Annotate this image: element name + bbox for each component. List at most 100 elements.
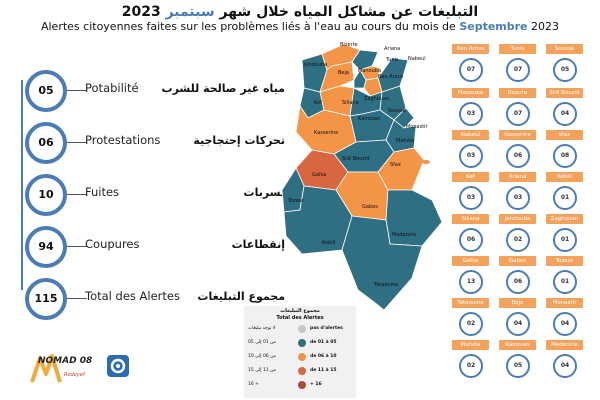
governorate-card: Tunis 07 (499, 44, 536, 86)
governorate-card: Monastir 04 (546, 298, 583, 340)
stat-label-ar: مجموع التبليغات (197, 290, 285, 303)
legend-swatch (298, 339, 306, 347)
legend-row: لا توجد تبليغات pas d'alertes (248, 324, 352, 336)
city-label: Kairouan (358, 116, 381, 122)
governorate-card: Siliana 06 (452, 214, 489, 256)
city-label: Tataouine (374, 282, 399, 288)
governorate-card: Kasserine 06 (499, 130, 536, 172)
governorate-card: Jendouba 02 (499, 214, 536, 256)
stat-value: 94 (25, 226, 67, 268)
governorate-count: 02 (506, 228, 530, 252)
stat-row-protests: 06 Protestations تحركات إحتجاجية (25, 122, 285, 164)
island-kerkennah (422, 160, 430, 164)
governorate-count: 04 (553, 102, 577, 126)
legend-swatch (298, 381, 306, 389)
city-label: Bizerte (340, 42, 358, 48)
stat-row-cuts: 94 Coupures إنقطاعات (25, 226, 285, 268)
city-label: Kebili (322, 240, 336, 246)
governorate-name: Kairouan (499, 340, 536, 350)
governorate-name: Tunis (499, 44, 536, 54)
governorate-card: Tozeur 01 (546, 256, 583, 298)
stat-label-ar: تسربات (243, 186, 285, 199)
nomad-logo-subtitle: Redeyef (64, 372, 85, 378)
title-fr-month: Septembre (459, 20, 528, 33)
governorate-card: Zaghouan 01 (546, 214, 583, 256)
governorate-name: Gabes (499, 256, 536, 266)
legend-title-fr: Total des Alertes (276, 315, 324, 321)
region-ben-arous (363, 77, 383, 97)
governorate-count: 13 (459, 270, 483, 294)
governorate-count: 04 (553, 312, 577, 336)
governorate-count: 01 (553, 228, 577, 252)
legend-ar: 16 + (248, 382, 259, 387)
governorate-card: Manouba 03 (452, 88, 489, 130)
stat-row-leaks: 10 Fuites تسربات (25, 174, 285, 216)
governorate-card: Gabes 06 (499, 256, 536, 298)
legend-title-ar: مجموع التبليغات (280, 308, 320, 314)
stat-label-fr: Coupures (85, 237, 140, 251)
stat-label-fr: Potabilité (85, 81, 139, 95)
stat-label-fr: Fuites (85, 185, 120, 199)
city-label: Sfax (390, 162, 401, 168)
governorate-name: Beja (499, 298, 536, 308)
city-label: Nabeul (408, 56, 426, 62)
governorate-card: Ben Arous 07 (452, 44, 489, 86)
city-label: Siliana (342, 100, 359, 106)
governorate-name: Mahdia (452, 340, 489, 350)
governorate-count: 06 (506, 144, 530, 168)
connector (67, 298, 87, 299)
connector (67, 246, 87, 247)
city-label: Sousse (388, 108, 406, 114)
governorate-count: 03 (459, 102, 483, 126)
governorate-card: Bizerte 07 (499, 88, 536, 130)
governorate-count: 02 (459, 312, 483, 336)
governorate-count: 07 (506, 58, 530, 82)
legend-fr: pas d'alertes (310, 326, 343, 331)
city-label: Mahdia (396, 138, 415, 144)
governorate-name: Kébili (546, 172, 583, 182)
connector (67, 90, 87, 91)
governorate-card: Kef 03 (452, 172, 489, 214)
map-legend: مجموع التبليغات Total des Alertes لا توج… (244, 306, 356, 398)
city-label: Tozeur (288, 198, 305, 204)
governorate-name: Zaghouan (546, 214, 583, 224)
stat-label-ar: إنقطاعات (231, 238, 285, 251)
governorate-count: 03 (506, 186, 530, 210)
title-ar-month: سبتمبر (165, 4, 215, 20)
governorate-count: 03 (459, 186, 483, 210)
governorate-count: 01 (553, 270, 577, 294)
connector (67, 142, 87, 143)
governorate-name: Sidi Bouzid (546, 88, 583, 98)
governorate-name: Kef (452, 172, 489, 182)
stat-label-fr: Total des Alertes (85, 289, 180, 303)
legend-row: من 06 إلى 10 de 06 à 10 (248, 352, 352, 364)
governorate-card: Medenine 04 (546, 340, 583, 382)
governorate-name: Ariana (499, 172, 536, 182)
governorate-name: Sousse (546, 44, 583, 54)
governorate-card: Kébili 01 (546, 172, 583, 214)
governorate-count: 04 (506, 312, 530, 336)
stat-label-ar: مياه غير صالحة للشرب (161, 82, 285, 95)
legend-row: من 01 إلى 05 de 01 à 05 (248, 338, 352, 350)
governorate-name: Manouba (452, 88, 489, 98)
title-arabic: التبليغات عن مشاكل المياه خلال شهر سبتمب… (0, 4, 600, 20)
governorate-count: 04 (553, 354, 577, 378)
governorate-card: Sfax 08 (546, 130, 583, 172)
governorate-card: Ariana 03 (499, 172, 536, 214)
partner-logo-icon (107, 355, 129, 377)
governorate-name: Tataouine (452, 298, 489, 308)
governorate-count: 06 (506, 270, 530, 294)
legend-swatch (298, 325, 306, 333)
legend-row: 16 + + 16 (248, 380, 352, 392)
governorate-count: 02 (459, 354, 483, 378)
connector (67, 194, 87, 195)
city-label: Gabes (362, 204, 378, 210)
governorate-count: 05 (506, 354, 530, 378)
title-ar-main: التبليغات عن مشاكل المياه خلال شهر (219, 4, 479, 20)
island-djerba (424, 206, 436, 214)
city-label: Monastir (406, 124, 428, 130)
stat-value: 10 (25, 174, 67, 216)
city-label: Sidi Bouzid (342, 156, 370, 162)
city-label: Medenine (392, 232, 417, 238)
city-label: Zaghouan (364, 96, 390, 102)
